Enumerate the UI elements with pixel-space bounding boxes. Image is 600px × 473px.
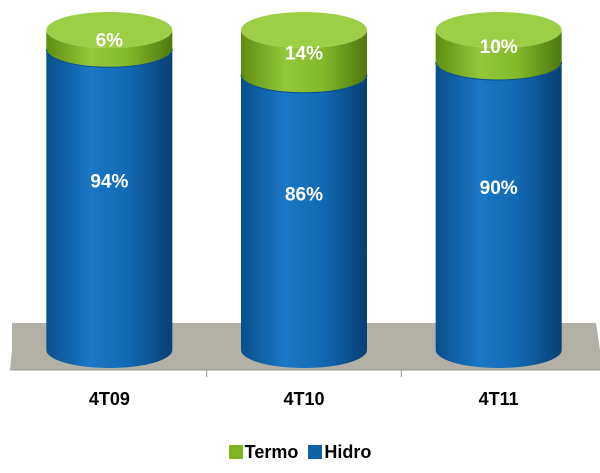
data-label-termo: 6% [96,31,124,52]
bar-termo-4T10 [241,12,367,93]
x-tick-label: 4T09 [89,389,130,409]
data-labels: 94% 6% 86% 14% 90% 10% [90,31,517,206]
data-label-hidro: 94% [90,172,128,193]
legend: Termo Hidro [0,440,600,464]
data-label-termo: 10% [480,37,518,58]
segment-join [240,74,368,94]
bars [45,12,563,369]
data-label-hidro: 86% [285,184,323,205]
segment-join [435,61,563,81]
data-label-hidro: 90% [480,178,518,199]
legend-item-termo: Termo [228,441,299,463]
x-tick-label: 4T11 [479,389,519,409]
x-axis: 4T09 4T10 4T11 [89,370,519,409]
legend-label: Hidro [324,441,372,462]
bar-hidro-4T09 [46,49,173,368]
x-tick-label: 4T10 [283,389,324,409]
segment-join [45,49,173,68]
bar-hidro-4T11 [435,62,562,368]
legend-swatch [308,445,323,459]
legend-swatch [228,445,243,459]
bar-termo-4T11 [435,12,562,80]
bar-termo-4T09 [46,12,173,68]
bar-termo-4T10-top [241,12,367,48]
data-label-termo: 14% [285,43,323,64]
bar-termo-4T11-top [435,12,562,48]
legend-item-hidro: Hidro [308,442,371,463]
bar-termo-4T09-top [46,12,173,48]
legend-label: Termo [244,441,299,462]
bar-hidro-4T10 [241,74,367,369]
